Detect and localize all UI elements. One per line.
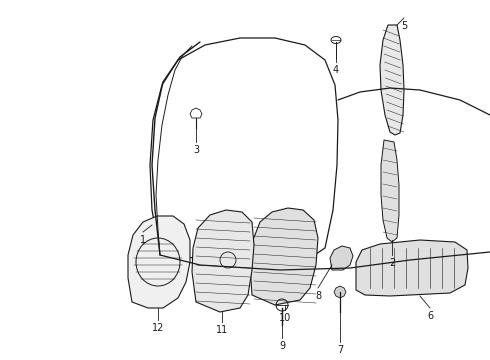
- Polygon shape: [334, 286, 346, 298]
- Text: 12: 12: [152, 323, 164, 333]
- Text: 10: 10: [279, 313, 291, 323]
- Text: 1: 1: [140, 235, 146, 245]
- Text: 2: 2: [389, 258, 395, 268]
- Text: 7: 7: [337, 345, 343, 355]
- Polygon shape: [380, 25, 404, 135]
- Text: 3: 3: [193, 145, 199, 155]
- Text: 6: 6: [427, 311, 433, 321]
- Polygon shape: [250, 208, 318, 305]
- Polygon shape: [356, 240, 468, 296]
- Text: 4: 4: [333, 65, 339, 75]
- Text: 9: 9: [279, 341, 285, 351]
- Text: 5: 5: [401, 21, 407, 31]
- Polygon shape: [128, 216, 190, 308]
- Polygon shape: [381, 140, 399, 242]
- Text: 8: 8: [315, 291, 321, 301]
- Polygon shape: [192, 210, 254, 312]
- Text: 11: 11: [216, 325, 228, 335]
- Polygon shape: [330, 246, 353, 270]
